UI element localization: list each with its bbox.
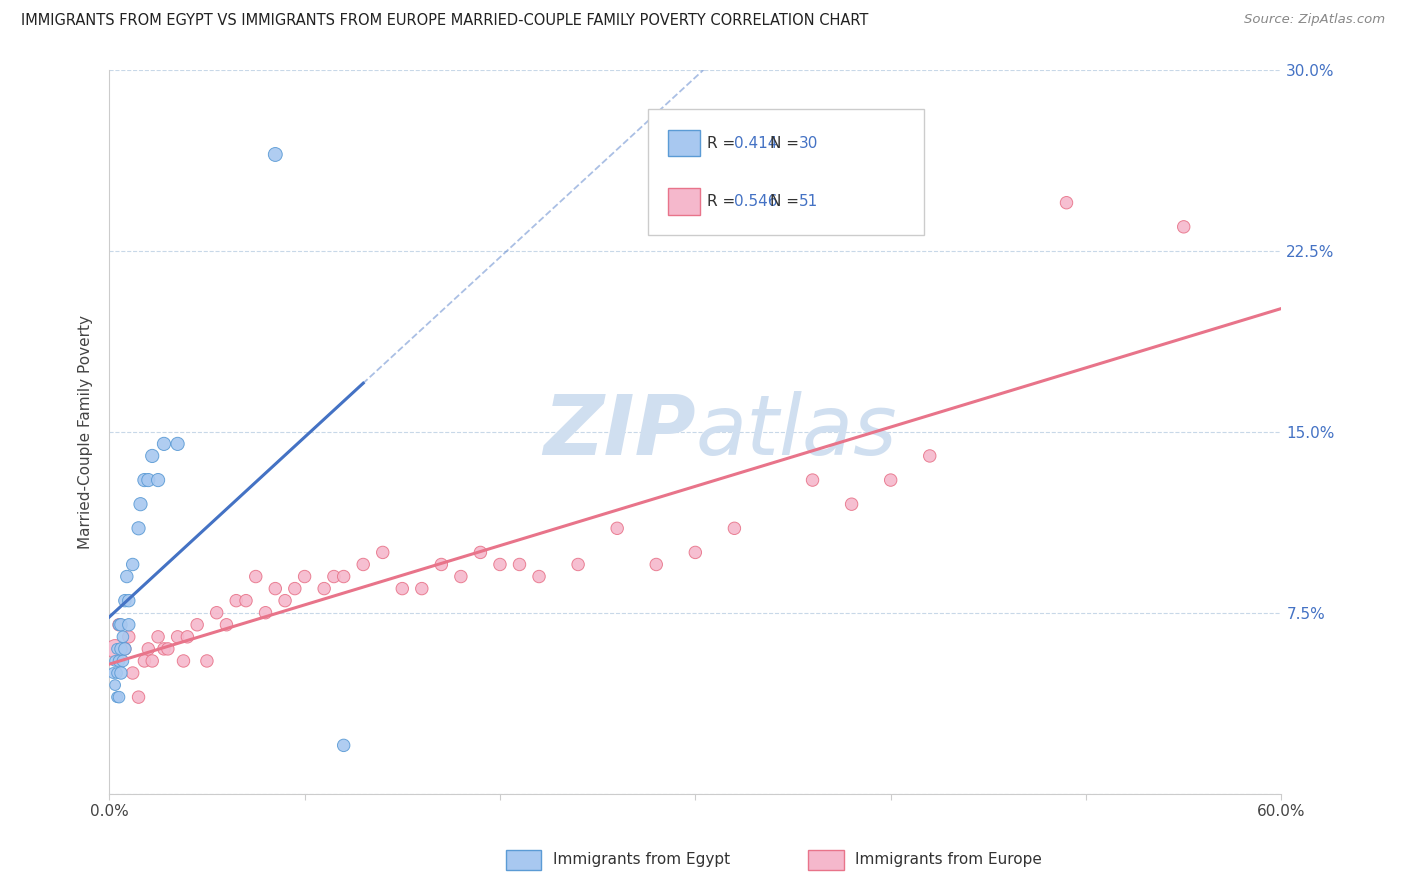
Point bbox=[186, 617, 208, 632]
Point bbox=[176, 630, 198, 644]
Point bbox=[108, 654, 131, 668]
Point bbox=[1173, 219, 1195, 234]
Point bbox=[114, 593, 136, 607]
Point bbox=[567, 558, 589, 572]
Point bbox=[254, 606, 277, 620]
Point bbox=[110, 665, 132, 680]
Point bbox=[110, 617, 132, 632]
Point bbox=[430, 558, 453, 572]
Point bbox=[166, 437, 188, 451]
Point bbox=[294, 569, 316, 583]
Point bbox=[129, 497, 152, 511]
Point bbox=[141, 449, 163, 463]
Text: atlas: atlas bbox=[696, 392, 897, 473]
Point bbox=[156, 641, 179, 656]
Text: Immigrants from Egypt: Immigrants from Egypt bbox=[553, 853, 730, 867]
Point bbox=[332, 569, 354, 583]
Point bbox=[121, 558, 143, 572]
Point bbox=[153, 437, 176, 451]
Point bbox=[918, 449, 941, 463]
Text: 30: 30 bbox=[799, 136, 818, 151]
Point bbox=[172, 654, 194, 668]
Point bbox=[108, 617, 131, 632]
Point bbox=[352, 558, 374, 572]
Point bbox=[841, 497, 863, 511]
Point bbox=[128, 690, 150, 705]
Text: 51: 51 bbox=[799, 194, 818, 209]
Point bbox=[105, 690, 128, 705]
Point bbox=[411, 582, 433, 596]
Point bbox=[118, 630, 141, 644]
Point bbox=[104, 678, 127, 692]
Point bbox=[685, 545, 707, 559]
Point bbox=[118, 617, 141, 632]
Point bbox=[105, 665, 128, 680]
Point bbox=[645, 558, 668, 572]
Point bbox=[115, 569, 138, 583]
Point bbox=[110, 641, 132, 656]
Point bbox=[153, 641, 176, 656]
Point bbox=[314, 582, 336, 596]
Point bbox=[105, 641, 128, 656]
Text: IMMIGRANTS FROM EGYPT VS IMMIGRANTS FROM EUROPE MARRIED-COUPLE FAMILY POVERTY CO: IMMIGRANTS FROM EGYPT VS IMMIGRANTS FROM… bbox=[21, 13, 869, 29]
Text: R =: R = bbox=[707, 194, 741, 209]
Point bbox=[879, 473, 901, 487]
Point bbox=[527, 569, 550, 583]
Point bbox=[134, 473, 156, 487]
Text: ZIP: ZIP bbox=[543, 392, 696, 473]
Point bbox=[450, 569, 472, 583]
Point bbox=[284, 582, 307, 596]
Text: 0.546: 0.546 bbox=[734, 194, 778, 209]
Point bbox=[146, 473, 169, 487]
Point bbox=[141, 654, 163, 668]
Point bbox=[121, 665, 143, 680]
Y-axis label: Married-Couple Family Poverty: Married-Couple Family Poverty bbox=[79, 315, 93, 549]
Point bbox=[128, 521, 150, 535]
Point bbox=[108, 690, 131, 705]
Text: Source: ZipAtlas.com: Source: ZipAtlas.com bbox=[1244, 13, 1385, 27]
Point bbox=[801, 473, 824, 487]
Point bbox=[205, 606, 228, 620]
Point bbox=[470, 545, 492, 559]
Point bbox=[104, 641, 127, 656]
Point bbox=[114, 641, 136, 656]
Text: N =: N = bbox=[770, 194, 804, 209]
Point bbox=[166, 630, 188, 644]
Text: 0.414: 0.414 bbox=[734, 136, 778, 151]
Point bbox=[235, 593, 257, 607]
Point bbox=[108, 617, 131, 632]
Point bbox=[371, 545, 394, 559]
Point bbox=[118, 593, 141, 607]
Point bbox=[111, 630, 134, 644]
Point bbox=[215, 617, 238, 632]
Point bbox=[111, 654, 134, 668]
Point bbox=[264, 147, 287, 161]
Point bbox=[489, 558, 512, 572]
Point bbox=[274, 593, 297, 607]
Point bbox=[101, 665, 124, 680]
Text: Immigrants from Europe: Immigrants from Europe bbox=[855, 853, 1042, 867]
Text: N =: N = bbox=[770, 136, 804, 151]
Point bbox=[322, 569, 344, 583]
Point bbox=[146, 630, 169, 644]
Text: R =: R = bbox=[707, 136, 741, 151]
Point bbox=[606, 521, 628, 535]
Point bbox=[391, 582, 413, 596]
Point bbox=[195, 654, 218, 668]
Point bbox=[136, 473, 159, 487]
Point bbox=[136, 641, 159, 656]
Point bbox=[114, 641, 136, 656]
Point bbox=[104, 654, 127, 668]
Point bbox=[332, 739, 354, 753]
Point bbox=[264, 582, 287, 596]
Point bbox=[508, 558, 530, 572]
Point bbox=[225, 593, 247, 607]
Point bbox=[723, 521, 745, 535]
Point bbox=[134, 654, 156, 668]
Point bbox=[1056, 195, 1078, 210]
Point bbox=[245, 569, 267, 583]
